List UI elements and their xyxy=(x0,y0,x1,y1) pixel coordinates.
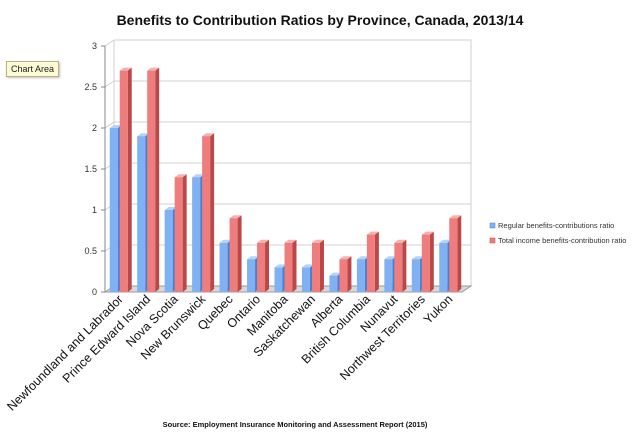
bar-side-total xyxy=(237,215,242,292)
source-note: Source: Employment Insurance Monitoring … xyxy=(163,420,428,429)
bar-top-total xyxy=(284,239,297,243)
y-tick-label: 2 xyxy=(92,123,97,133)
bar-top-total xyxy=(257,239,270,243)
y-tick-label: 3 xyxy=(92,41,97,51)
bar-top-total xyxy=(229,215,242,219)
bar-total[interactable] xyxy=(339,259,348,292)
bar-total[interactable] xyxy=(147,70,156,292)
bar-top-regular xyxy=(109,125,122,128)
bar-regular[interactable] xyxy=(384,259,393,292)
bar-regular[interactable] xyxy=(411,259,420,292)
y-tick-label: 1.5 xyxy=(84,164,97,174)
bar-side-total xyxy=(457,215,462,292)
bar-side-total xyxy=(402,239,407,292)
bar-regular[interactable] xyxy=(247,259,256,292)
bar-top-total xyxy=(174,174,187,178)
bar-top-total xyxy=(202,133,215,137)
bar-regular[interactable] xyxy=(137,136,146,292)
category-label: Yukon xyxy=(421,292,456,327)
bar-top-regular xyxy=(329,272,342,276)
legend-swatch-total xyxy=(489,237,496,244)
chart-title: Benefits to Contribution Ratios by Provi… xyxy=(117,12,524,28)
bar-total[interactable] xyxy=(119,70,128,292)
bar-regular[interactable] xyxy=(329,275,338,292)
bar-regular[interactable] xyxy=(439,242,448,292)
chart-area-tooltip: Chart Area xyxy=(6,61,60,77)
gridline-depth xyxy=(104,121,115,129)
bar-top-total xyxy=(119,67,132,71)
bar-total[interactable] xyxy=(257,242,266,292)
y-tick-label: 0 xyxy=(92,287,97,297)
bar-side-total xyxy=(374,231,379,292)
bar-top-total xyxy=(339,256,352,260)
bars xyxy=(109,67,462,292)
bar-side-total xyxy=(319,239,324,292)
bar-side-total xyxy=(429,231,434,292)
bar-total[interactable] xyxy=(174,177,183,292)
bar-top-total xyxy=(394,239,407,243)
bar-top-total xyxy=(311,239,324,243)
bar-top-regular xyxy=(192,174,205,178)
bar-regular[interactable] xyxy=(274,267,283,292)
bar-total[interactable] xyxy=(449,218,458,292)
bar-top-regular xyxy=(411,256,424,260)
bar-top-total xyxy=(449,215,462,219)
bar-top-regular xyxy=(384,256,397,260)
bar-total[interactable] xyxy=(202,136,211,292)
bar-regular[interactable] xyxy=(192,177,201,292)
bar-top-total xyxy=(366,231,379,235)
bar-regular[interactable] xyxy=(164,210,173,292)
legend-label-regular: Regular benefits-contributions ratio xyxy=(498,221,614,230)
bar-regular[interactable] xyxy=(301,267,310,292)
bar-top-regular xyxy=(356,256,369,260)
y-tick-label: 0.5 xyxy=(84,246,97,256)
bar-top-regular xyxy=(219,239,232,243)
bar-total[interactable] xyxy=(229,218,238,292)
gridline-depth xyxy=(104,80,115,88)
bar-total[interactable] xyxy=(394,242,403,292)
bar-top-total xyxy=(147,67,160,71)
bar-top-regular xyxy=(164,207,177,210)
y-tick-label: 1 xyxy=(92,205,97,215)
bar-total[interactable] xyxy=(421,234,430,292)
bar-top-regular xyxy=(137,133,150,137)
bar-side-total xyxy=(292,239,297,292)
bar-regular[interactable] xyxy=(109,128,118,292)
bar-side-total xyxy=(182,174,187,292)
category-label: Newfoundland and Labrador xyxy=(4,292,125,413)
bar-side-total xyxy=(155,67,160,292)
bar-top-regular xyxy=(247,256,260,260)
bar-top-total xyxy=(421,231,434,235)
bar-side-total xyxy=(347,256,352,292)
bar-total[interactable] xyxy=(311,242,320,292)
y-tick-label: 2.5 xyxy=(84,82,97,92)
gridline-depth xyxy=(104,39,115,47)
bar-total[interactable] xyxy=(284,242,293,292)
bar-side-total xyxy=(127,67,132,292)
bar-top-regular xyxy=(301,264,314,268)
bar-regular[interactable] xyxy=(356,259,365,292)
legend-swatch-regular xyxy=(489,222,496,229)
bar-regular[interactable] xyxy=(219,242,228,292)
bar-side-total xyxy=(265,239,270,292)
bar-top-regular xyxy=(439,239,452,243)
legend-label-total: Total income benefits-contribution ratio xyxy=(498,236,626,245)
legend: Regular benefits-contributions ratio Tota… xyxy=(489,221,626,245)
bar-total[interactable] xyxy=(366,234,375,292)
bar-side-total xyxy=(210,133,215,292)
gridlines xyxy=(104,39,471,252)
bar-top-regular xyxy=(274,264,287,268)
back-wall-outline xyxy=(114,39,472,286)
